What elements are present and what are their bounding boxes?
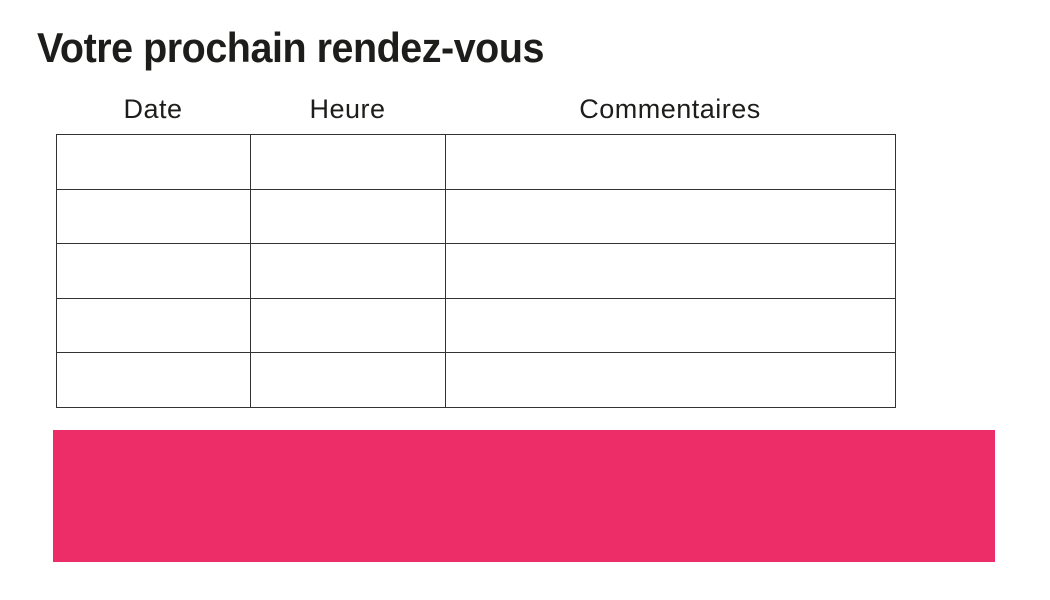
table-row bbox=[56, 297, 896, 354]
column-header-date: Date bbox=[123, 94, 183, 124]
table-cell-heure bbox=[250, 134, 446, 190]
table-cell-heure bbox=[250, 352, 446, 408]
column-header-commentaires: Commentaires bbox=[579, 94, 761, 124]
bottom-banner bbox=[53, 430, 995, 562]
column-header-heure: Heure bbox=[309, 94, 386, 124]
table-cell-commentaires bbox=[445, 134, 896, 190]
table-cell-date bbox=[56, 297, 251, 354]
table-row bbox=[56, 188, 896, 245]
table-cell-heure bbox=[250, 188, 446, 245]
table-row bbox=[56, 243, 896, 299]
page-title: Votre prochain rendez-vous bbox=[37, 24, 544, 71]
table-cell-heure bbox=[250, 297, 446, 354]
appointments-table bbox=[56, 134, 896, 408]
table-cell-date bbox=[56, 352, 251, 408]
table-cell-commentaires bbox=[445, 243, 896, 299]
table-cell-commentaires bbox=[445, 352, 896, 408]
table-cell-commentaires bbox=[445, 188, 896, 245]
table-cell-commentaires bbox=[445, 297, 896, 354]
table-row bbox=[56, 352, 896, 408]
table-cell-date bbox=[56, 134, 251, 190]
table-column-headers: Date Heure Commentaires bbox=[56, 94, 895, 125]
table-row bbox=[56, 134, 896, 190]
table-cell-heure bbox=[250, 243, 446, 299]
table-cell-date bbox=[56, 188, 251, 245]
appointments-table-body bbox=[56, 134, 896, 408]
table-cell-date bbox=[56, 243, 251, 299]
